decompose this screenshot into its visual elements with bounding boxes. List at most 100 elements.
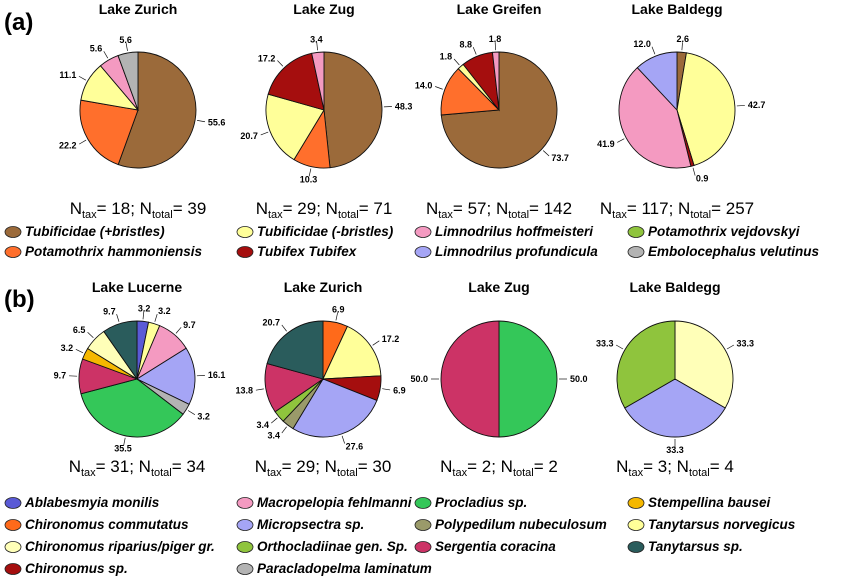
slice-leader-line xyxy=(382,388,391,391)
slice-value-label: 41.9 xyxy=(597,139,615,149)
slice-value-label: 5.6 xyxy=(119,35,132,45)
pie-slice-tubificidae-bristles xyxy=(265,93,325,161)
slice-leader-line xyxy=(681,42,683,51)
slice-value-label: 50.0 xyxy=(410,374,428,384)
slice-value-label: 10.3 xyxy=(300,174,318,184)
pie-slice-tubificidae-bristles xyxy=(676,52,736,167)
legend-label: Potamothrix hammoniensis xyxy=(25,244,203,259)
pie-slice-tubificidae-bristles xyxy=(323,51,383,169)
legend-item-sergentia-coracina: Sergentia coracina xyxy=(414,539,556,554)
slice-leader-line xyxy=(175,327,182,334)
legend-item-polypedilum-nubeculosum: Polypedilum nubeculosum xyxy=(414,517,607,532)
legend-swatch xyxy=(236,226,254,238)
slice-leader-line xyxy=(125,42,128,51)
legend-swatch xyxy=(4,519,22,531)
sample-count: Ntax= 31; Ntotal= 34 xyxy=(69,457,206,479)
pie-slice-tubificidae-bristles xyxy=(117,51,197,169)
legend-label: Orthocladiinae gen. Sp. xyxy=(257,539,408,554)
slice-value-label: 33.3 xyxy=(596,339,614,349)
legend-label: Tanytarsus sp. xyxy=(648,539,743,554)
legend-swatch xyxy=(627,226,645,238)
slice-leader-line xyxy=(260,131,269,136)
legend-label: Tubificidae (+bristles) xyxy=(25,224,165,239)
legend-item-chironomus-commutatus: Chironomus commutatus xyxy=(4,517,189,532)
slice-value-label: 3.4 xyxy=(267,430,280,440)
slice-value-label: 8.8 xyxy=(460,39,473,49)
legend-item-tubificidae-bristles: Tubificidae (-bristles) xyxy=(236,224,394,239)
legend-item-orthocladiinae-gen-sp: Orthocladiinae gen. Sp. xyxy=(236,539,408,554)
slice-value-label: 12.0 xyxy=(633,39,651,49)
slice-leader-line xyxy=(87,332,94,339)
pie-slice-limnodrilus-profundicula xyxy=(636,51,678,112)
pie-slice-chironomus-riparius-piger-gr xyxy=(674,320,734,409)
sample-count: Ntax= 29; Ntotal= 30 xyxy=(255,457,392,479)
legend-label: Micropsectra sp. xyxy=(257,517,364,532)
legend-swatch xyxy=(627,519,645,531)
slice-value-label: 2.6 xyxy=(677,34,690,44)
chart-title: Lake Zug xyxy=(468,279,529,295)
pie-slice-tanytarsus-norvegicus xyxy=(322,325,382,380)
slice-leader-line xyxy=(103,51,109,59)
slice-leader-line xyxy=(79,139,87,145)
pie-slice-micropsectra-sp xyxy=(136,347,196,405)
slice-value-label: 13.8 xyxy=(235,386,253,396)
legend-item-limnodrilus-profundicula: Limnodrilus profundicula xyxy=(414,244,598,259)
legend-swatch xyxy=(4,497,22,509)
legend-item-tubificidae-bristles: Tubificidae (+bristles) xyxy=(4,224,165,239)
pie-slice-limnodrilus-hoffmeisteri xyxy=(491,51,500,111)
legend-swatch xyxy=(236,246,254,258)
slice-value-label: 3.2 xyxy=(61,343,74,353)
legend-item-tubifex-tubifex: Tubifex Tubifex xyxy=(236,244,357,259)
slice-leader-line xyxy=(277,60,284,67)
slice-value-label: 1.8 xyxy=(440,52,453,62)
legend-label: Limnodrilus hoffmeisteri xyxy=(435,224,593,239)
legend-label: Macropelopia fehlmanni xyxy=(257,495,412,510)
chart-title: Lake Zurich xyxy=(99,1,178,17)
slice-value-label: 6.9 xyxy=(393,385,406,395)
chart-title: Lake Baldegg xyxy=(631,1,722,17)
slice-leader-line xyxy=(651,46,656,55)
slice-value-label: 14.0 xyxy=(415,80,433,90)
legend-swatch xyxy=(236,497,254,509)
pie-chart-lake-zug: Lake Zug 50.0 50.0 Ntax= 2; Ntotal= 2 xyxy=(410,279,587,479)
legend-swatch xyxy=(414,226,432,238)
pie-slice-orthocladiinae-gen-sp xyxy=(616,320,676,409)
sample-count: Ntax= 18; Ntotal= 39 xyxy=(70,199,207,221)
panel-label-a: (a) xyxy=(4,9,33,36)
sample-count: Ntax= 117; Ntotal= 257 xyxy=(600,199,754,221)
slice-value-label: 22.2 xyxy=(59,141,77,151)
pie-chart-lake-zurich: Lake Zurich 55.6 22.2 11.1 5.6 5.6 Ntax= 18; N… xyxy=(59,1,225,221)
sample-count: Ntax= 57; Ntotal= 142 xyxy=(426,199,572,221)
pie-slice-procladius-sp xyxy=(498,320,558,438)
legend-item-potamothrix-hammoniensis: Potamothrix hammoniensis xyxy=(4,244,203,259)
legend-swatch xyxy=(414,541,432,553)
slice-value-label: 3.2 xyxy=(138,303,151,313)
slice-leader-line xyxy=(372,340,380,346)
legend-item-paracladopelma-laminatum: Paracladopelma laminatum xyxy=(236,561,432,576)
pie-slice-limnodrilus-hoffmeisteri xyxy=(618,67,692,169)
slice-value-label: 55.6 xyxy=(208,117,226,127)
legend-item-limnodrilus-hoffmeisteri: Limnodrilus hoffmeisteri xyxy=(414,224,593,239)
legend-label: Ablabesmyia monilis xyxy=(24,495,160,510)
pie-chart-lake-greifen: Lake Greifen 73.7 14.0 1.8 8.8 1.8 Ntax= 57; N… xyxy=(415,1,572,221)
legend-swatch xyxy=(4,246,22,258)
legend-item-potamothrix-vejdovskyi: Potamothrix vejdovskyi xyxy=(627,224,800,239)
legend-item-procladius-sp: Procladius sp. xyxy=(414,495,527,510)
slice-value-label: 6.5 xyxy=(73,325,86,335)
slice-leader-line xyxy=(187,410,196,416)
legend-swatch xyxy=(4,226,22,238)
slice-leader-line xyxy=(308,168,312,177)
legend-layer: Tubificidae (+bristles) Tubificidae (-bri… xyxy=(4,224,820,576)
pie-slice-tanytarsus-sp xyxy=(266,320,324,380)
legend-label: Chironomus sp. xyxy=(25,561,128,576)
slice-leader-line xyxy=(116,314,120,322)
legend-item-ablabesmyia-monilis: Ablabesmyia monilis xyxy=(4,495,160,510)
legend-swatch xyxy=(236,519,254,531)
slice-value-label: 9.7 xyxy=(103,306,116,316)
slice-value-label: 50.0 xyxy=(570,374,588,384)
slice-leader-line xyxy=(726,344,735,350)
legend-swatch xyxy=(627,246,645,258)
chart-title: Lake Baldegg xyxy=(629,279,720,295)
slice-leader-line xyxy=(692,167,696,176)
